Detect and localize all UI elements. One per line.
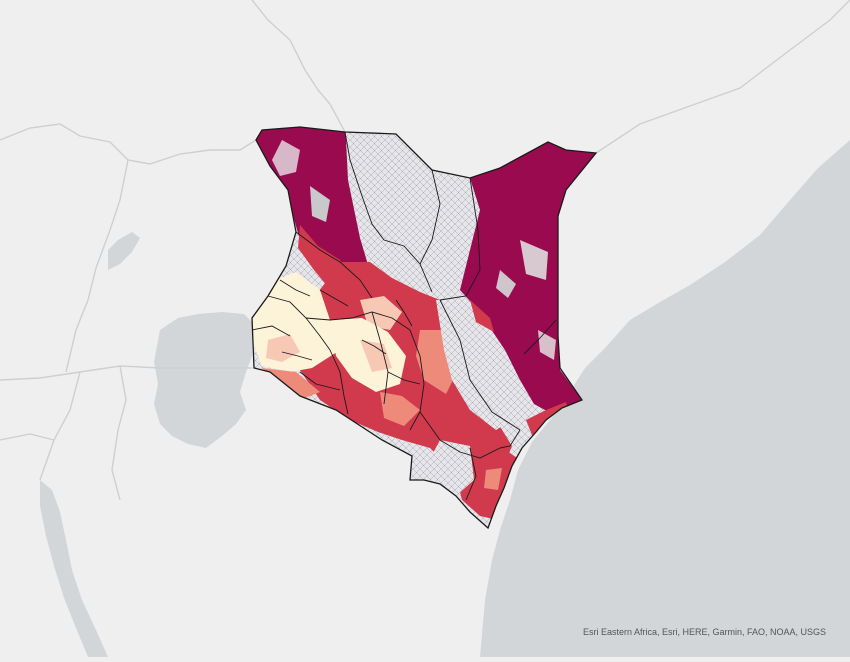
lake-victoria <box>154 312 252 448</box>
lake-albert <box>108 232 140 270</box>
ocean <box>480 140 850 657</box>
map-attribution: Esri Eastern Africa, Esri, HERE, Garmin,… <box>582 627 826 637</box>
lake-tanganyika <box>40 480 108 657</box>
county-boundaries <box>251 126 597 529</box>
country-boundaries <box>0 0 850 501</box>
